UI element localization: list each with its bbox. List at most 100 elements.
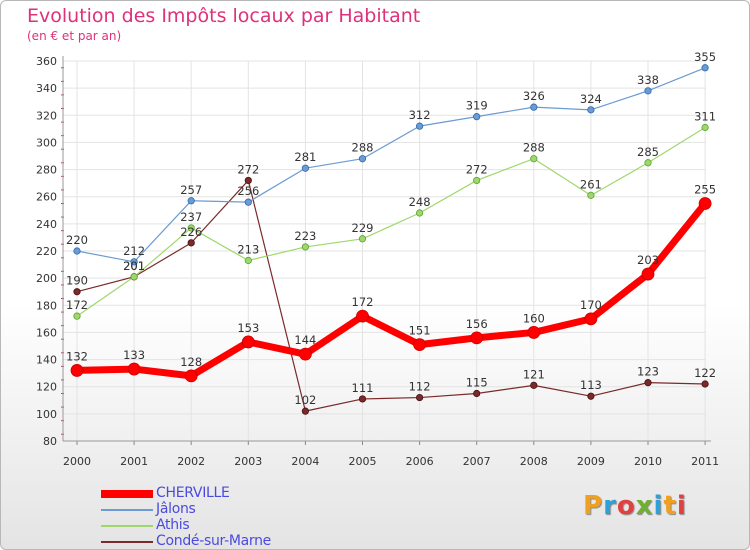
data-label: 319 [466, 99, 488, 113]
x-tick-label: 2007 [463, 455, 491, 468]
data-label: 220 [66, 233, 88, 247]
data-point [70, 364, 84, 377]
x-tick-label: 2002 [177, 455, 205, 468]
data-point [127, 362, 141, 376]
y-tick-label: 220 [36, 245, 57, 258]
data-label: 151 [409, 324, 431, 338]
y-tick-label: 120 [36, 381, 57, 394]
y-tick-label: 160 [36, 326, 57, 339]
y-tick-label: 300 [36, 136, 57, 149]
legend-label: Athis [156, 517, 190, 533]
y-tick-label: 280 [36, 164, 57, 177]
data-point [130, 273, 138, 281]
data-point [358, 235, 367, 243]
data-label: 113 [580, 378, 602, 392]
data-point [413, 338, 427, 352]
data-label: 288 [352, 141, 374, 155]
series-line-0 [76, 201, 708, 380]
series-line-2 [76, 126, 706, 317]
y-tick-label: 320 [36, 109, 57, 122]
data-point [358, 155, 367, 163]
data-label: 272 [466, 162, 488, 176]
x-tick-label: 2011 [691, 455, 719, 468]
x-tick-label: 2004 [291, 455, 319, 468]
grid [63, 60, 706, 442]
data-labels: 190 201 226 272 102 111 112 115 121 113 123 122 172 2… [66, 50, 716, 407]
series-group [70, 64, 712, 415]
data-label: 172 [66, 298, 88, 312]
data-point [244, 256, 252, 265]
y-tick-label: 360 [36, 55, 57, 68]
data-label: 355 [694, 50, 716, 64]
x-tick-label: 2003 [234, 455, 262, 468]
data-label: 272 [237, 162, 259, 176]
data-label: 201 [123, 259, 145, 273]
legend-swatch [101, 509, 153, 511]
data-point [244, 176, 252, 185]
data-point [73, 312, 81, 320]
data-point [184, 369, 198, 383]
data-label: 153 [237, 321, 259, 335]
data-point [530, 155, 538, 163]
legend-label: CHERVILLE [156, 485, 230, 501]
data-label: 144 [294, 333, 316, 347]
data-point [244, 198, 252, 206]
data-label: 223 [294, 229, 316, 243]
data-point [473, 113, 481, 121]
data-point [187, 197, 195, 205]
data-point [415, 122, 424, 130]
x-tick-label: 2001 [120, 455, 148, 468]
data-point [241, 335, 255, 349]
data-point [641, 267, 655, 281]
data-point [415, 393, 424, 402]
data-point [130, 258, 138, 266]
data-label: 112 [409, 380, 431, 394]
y-tick-label: 200 [36, 272, 57, 285]
data-label: 203 [637, 253, 659, 267]
data-point [358, 395, 367, 403]
data-label: 102 [294, 393, 316, 407]
data-label: 255 [694, 183, 716, 197]
legend-label: Condé-sur-Marne [156, 533, 271, 549]
data-label: 111 [352, 381, 374, 395]
data-point [473, 176, 481, 185]
data-point [356, 309, 369, 323]
data-point [644, 379, 652, 387]
data-label: 338 [637, 73, 659, 87]
data-label: 257 [180, 183, 202, 197]
x-tick-label: 2010 [634, 455, 662, 468]
data-point [644, 87, 652, 95]
y-tick-label: 180 [36, 299, 57, 312]
x-tick-label: 2000 [63, 455, 91, 468]
data-label: 132 [66, 349, 88, 363]
y-tick-label: 140 [36, 354, 57, 367]
data-point [187, 239, 195, 247]
data-label: 226 [180, 225, 202, 239]
data-label: 212 [123, 244, 145, 258]
data-point [470, 331, 484, 345]
x-tick-label: 2005 [349, 455, 377, 468]
data-label: 128 [180, 355, 202, 369]
data-point [298, 347, 312, 361]
data-label: 248 [409, 195, 431, 209]
data-point [587, 106, 595, 114]
chart-title: Evolution des Impôts locaux par Habitant [27, 5, 421, 27]
data-point [473, 389, 481, 398]
data-point [73, 247, 81, 255]
legend-swatch [101, 541, 153, 543]
data-point [698, 197, 712, 210]
y-tick-label: 260 [36, 191, 57, 204]
data-label: 115 [466, 376, 488, 390]
data-point [530, 381, 538, 389]
data-label: 190 [66, 274, 88, 288]
data-label: 170 [580, 298, 602, 312]
data-label: 229 [352, 221, 374, 235]
series-line-3 [76, 179, 706, 412]
data-label: 121 [523, 367, 545, 381]
data-point [587, 191, 595, 199]
data-label: 213 [237, 243, 259, 257]
data-point [415, 209, 424, 217]
data-label: 156 [466, 317, 488, 331]
y-tick-label: 340 [36, 82, 57, 95]
